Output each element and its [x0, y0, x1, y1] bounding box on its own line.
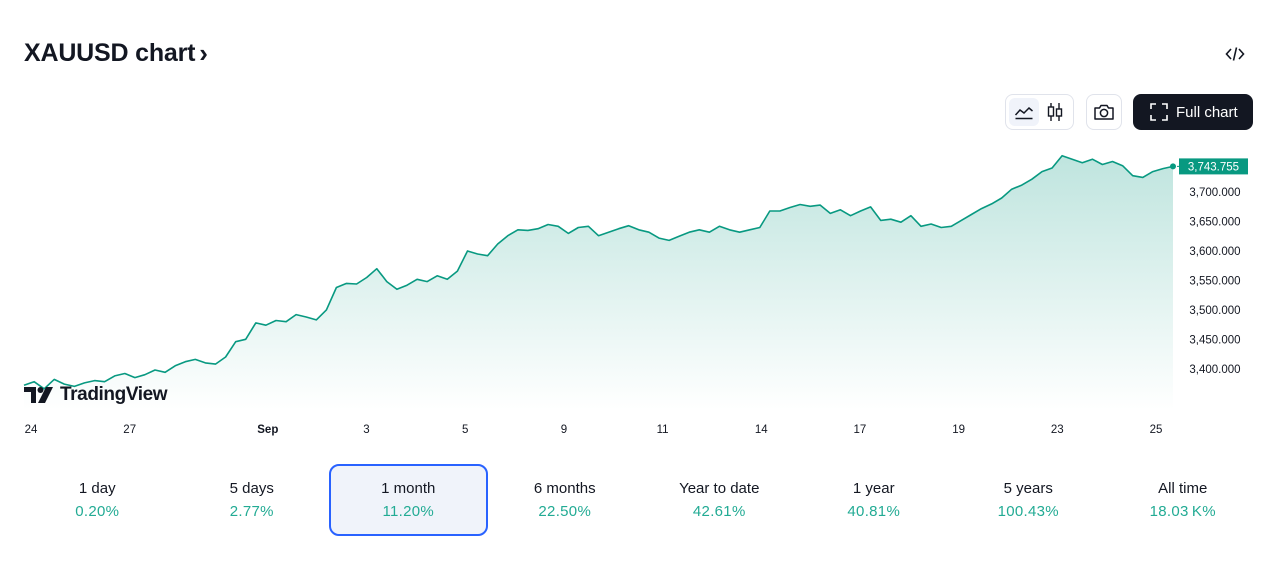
- embed-code-icon: [1225, 47, 1245, 61]
- x-tick-label: 11: [657, 424, 669, 436]
- page-title: XAUUSD chart: [24, 39, 196, 67]
- x-tick-label: 27: [123, 424, 136, 436]
- price-chart[interactable]: 3,743.755 3,700.000 3,650.000 3,600.000 3,55…: [0, 140, 1280, 450]
- y-tick-label: 3,550.000: [1189, 276, 1240, 288]
- last-price-label: 3,743.755: [1188, 162, 1239, 174]
- y-tick-label: 3,650.000: [1189, 217, 1240, 229]
- camera-icon: [1094, 104, 1114, 120]
- period-label: All time: [1158, 480, 1208, 497]
- period-all-time[interactable]: All time 18.03 K%: [1106, 464, 1261, 536]
- y-tick-label: 3,500.000: [1189, 305, 1240, 317]
- chart-style-toggle: [1005, 94, 1074, 130]
- period-change: 100.43%: [997, 503, 1059, 520]
- fullscreen-icon: [1150, 103, 1168, 121]
- tradingview-logo[interactable]: TradingView: [24, 384, 168, 406]
- period-label: 5 years: [1003, 480, 1053, 497]
- full-chart-button[interactable]: Full chart: [1133, 94, 1253, 130]
- chevron-right-icon: ›: [199, 38, 208, 68]
- period-label: 1 year: [852, 480, 895, 497]
- x-tick-label: 19: [952, 424, 965, 436]
- period-1-month[interactable]: 1 month 11.20%: [329, 464, 488, 536]
- x-tick-label: 3: [363, 424, 369, 436]
- candlestick-icon: [1047, 103, 1062, 121]
- period-1-year[interactable]: 1 year 40.81%: [797, 464, 952, 536]
- period-6-months[interactable]: 6 months 22.50%: [488, 464, 643, 536]
- price-line: [23, 154, 1174, 390]
- x-tick-label: 17: [854, 424, 867, 436]
- period-5-years[interactable]: 5 years 100.43%: [951, 464, 1106, 536]
- x-tick-label: 23: [1051, 424, 1064, 436]
- chart-title-link[interactable]: XAUUSD chart ›: [24, 38, 208, 69]
- period-change: 0.20%: [75, 503, 120, 520]
- period-label: 1 day: [78, 480, 116, 497]
- x-tick-label: 9: [561, 424, 567, 436]
- x-tick-label: 14: [755, 424, 768, 436]
- x-tick-label: 24: [25, 424, 38, 436]
- x-tick-label: Sep: [257, 424, 278, 436]
- embed-code-button[interactable]: [1220, 40, 1250, 68]
- y-tick-label: 3,400.000: [1189, 364, 1240, 376]
- logo-text: TradingView: [60, 384, 168, 405]
- period-label: 6 months: [533, 480, 596, 497]
- period-change: 18.03 K%: [1149, 503, 1216, 520]
- last-price-badge: [1179, 158, 1248, 175]
- period-label: 1 month: [381, 480, 436, 497]
- full-chart-label: Full chart: [1176, 103, 1238, 121]
- line-style-button[interactable]: [1009, 98, 1040, 126]
- x-tick-label: 5: [462, 424, 468, 436]
- period-change: 40.81%: [847, 503, 901, 520]
- x-tick-label: 25: [1150, 424, 1163, 436]
- tradingview-logo-icon: [24, 387, 53, 403]
- y-tick-label: 3,600.000: [1189, 246, 1240, 258]
- period-label: Year to date: [679, 480, 760, 497]
- snapshot-button[interactable]: [1086, 94, 1122, 130]
- period-year-to-date[interactable]: Year to date 42.61%: [642, 464, 797, 536]
- period-label: 5 days: [229, 480, 274, 497]
- period-change: 2.77%: [229, 503, 274, 520]
- period-change: 22.50%: [538, 503, 592, 520]
- period-5-days[interactable]: 5 days 2.77%: [175, 464, 330, 536]
- y-tick-label: 3,450.000: [1189, 334, 1240, 346]
- y-tick-label: 3,700.000: [1189, 187, 1240, 199]
- period-change: 11.20%: [382, 503, 435, 520]
- period-change: 42.61%: [692, 503, 746, 520]
- price-area-fill: [24, 155, 1173, 410]
- period-selector: 1 day 0.20% 5 days 2.77% 1 month 11.20% …: [20, 464, 1260, 536]
- period-1-day[interactable]: 1 day 0.20%: [20, 464, 175, 536]
- line-chart-icon: [1015, 106, 1034, 120]
- candle-style-button[interactable]: [1040, 98, 1070, 126]
